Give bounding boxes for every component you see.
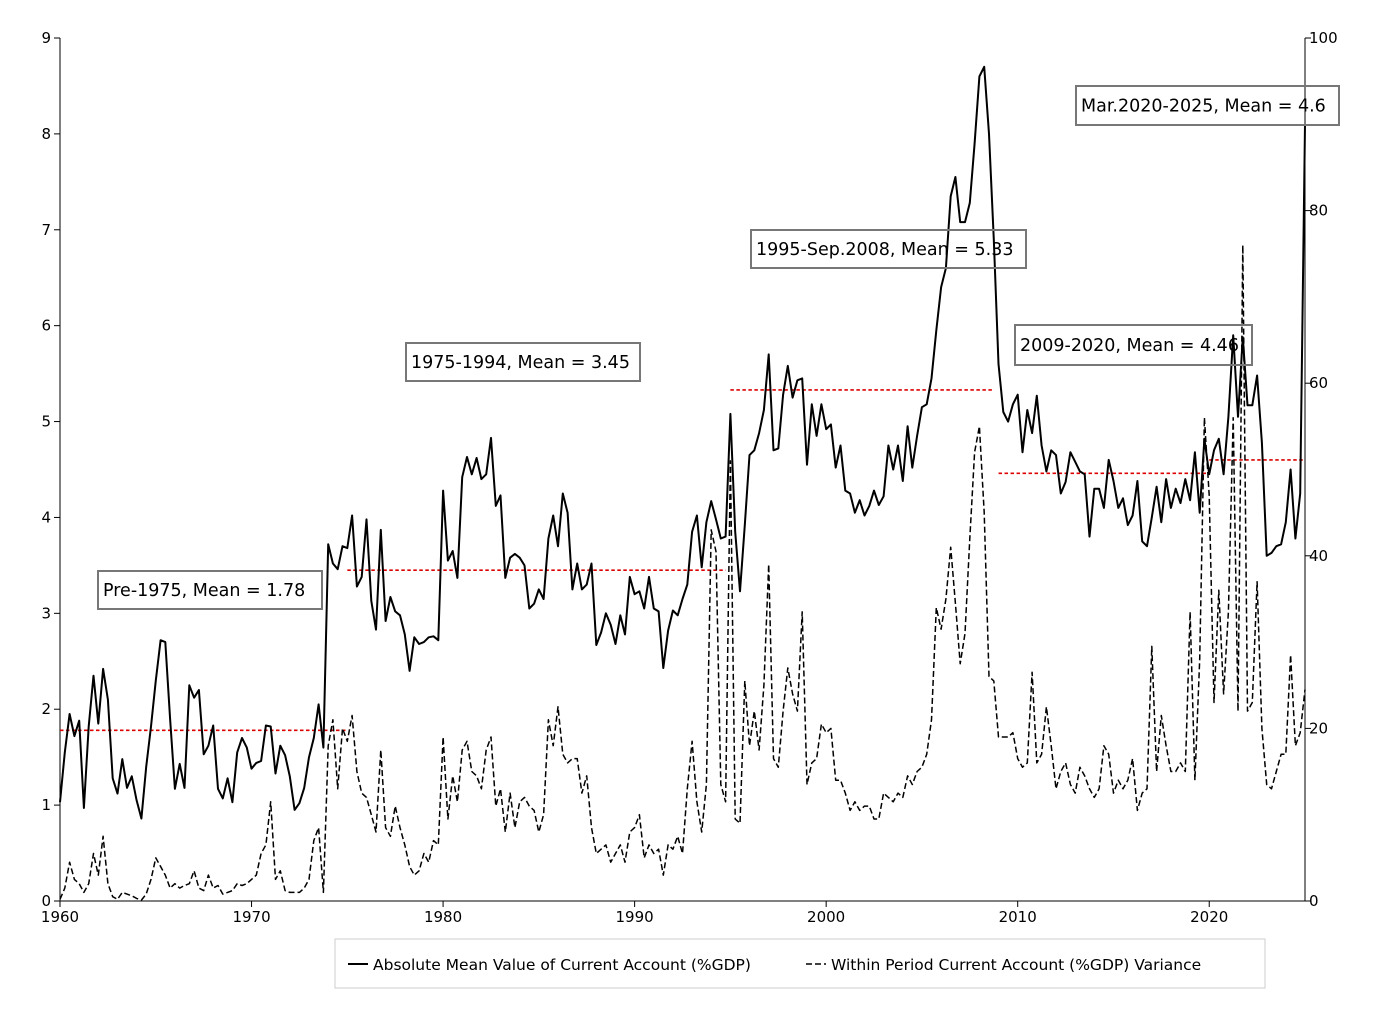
annotation-box: 2009-2020, Mean = 4.46 bbox=[1014, 324, 1253, 366]
y2-tick-label: 40 bbox=[1309, 547, 1328, 565]
x-tick-label: 2000 bbox=[807, 908, 845, 926]
annotations: Pre-1975, Mean = 1.78 1975-1994, Mean = 3… bbox=[97, 85, 1340, 610]
annotation-border bbox=[1014, 324, 1253, 366]
annotation-box: Mar.2020-2025, Mean = 4.6 bbox=[1075, 85, 1340, 126]
tick-group: 0 1 2 3 4 5 6 7 8 9 0 20 40 60 80 100 1960 1970 1980 1990 20… bbox=[41, 29, 1338, 926]
annotation-border bbox=[97, 570, 323, 610]
y2-tick-label: 20 bbox=[1309, 719, 1328, 737]
y2-tick-label: 60 bbox=[1309, 374, 1328, 392]
y-tick-label: 5 bbox=[41, 413, 51, 431]
x-tick-label: 2020 bbox=[1190, 908, 1228, 926]
series-lines bbox=[59, 65, 1306, 901]
legend-label: Absolute Mean Value of Current Account (… bbox=[373, 956, 751, 974]
annotation-box: 1995-Sep.2008, Mean = 5.33 bbox=[750, 229, 1027, 269]
legend-box bbox=[334, 938, 1266, 989]
annotation-label: Pre-1975, Mean = 1.78 bbox=[103, 581, 305, 601]
y-tick-label: 0 bbox=[41, 892, 51, 910]
annotation-label: 2009-2020, Mean = 4.46 bbox=[1020, 336, 1239, 356]
mean-lines bbox=[60, 389, 1305, 732]
abs-mean-series-line bbox=[59, 65, 1306, 820]
legend: Absolute Mean Value of Current Account (… bbox=[334, 938, 1266, 989]
x-tick-label: 1970 bbox=[232, 908, 270, 926]
x-tick-label: 1990 bbox=[616, 908, 654, 926]
y-tick-label: 4 bbox=[41, 508, 51, 526]
y2-tick-label: 100 bbox=[1309, 29, 1338, 47]
annotation-border bbox=[405, 342, 641, 382]
variance-series-line bbox=[59, 244, 1306, 901]
y-tick-label: 1 bbox=[41, 796, 51, 814]
y-tick-label: 3 bbox=[41, 604, 51, 622]
y2-tick-label: 0 bbox=[1309, 892, 1319, 910]
y-tick-label: 2 bbox=[41, 700, 51, 718]
y-tick-label: 8 bbox=[41, 125, 51, 143]
y-tick-label: 6 bbox=[41, 317, 51, 335]
x-tick-label: 1960 bbox=[41, 908, 79, 926]
y-tick-label: 7 bbox=[41, 221, 51, 239]
x-tick-label: 1980 bbox=[424, 908, 462, 926]
x-tick-label: 2010 bbox=[999, 908, 1037, 926]
y2-tick-label: 80 bbox=[1309, 202, 1328, 220]
annotation-box: Pre-1975, Mean = 1.78 bbox=[97, 570, 323, 610]
annotation-border bbox=[750, 229, 1027, 269]
legend-label: Within Period Current Account (%GDP) Var… bbox=[831, 956, 1201, 974]
annotation-label: Mar.2020-2025, Mean = 4.6 bbox=[1081, 97, 1326, 117]
annotation-border bbox=[1075, 85, 1340, 126]
y-tick-label: 9 bbox=[41, 29, 51, 47]
axes bbox=[59, 38, 1306, 902]
annotation-box: 1975-1994, Mean = 3.45 bbox=[405, 342, 641, 382]
annotation-label: 1975-1994, Mean = 3.45 bbox=[411, 353, 630, 373]
annotation-label: 1995-Sep.2008, Mean = 5.33 bbox=[756, 240, 1014, 260]
